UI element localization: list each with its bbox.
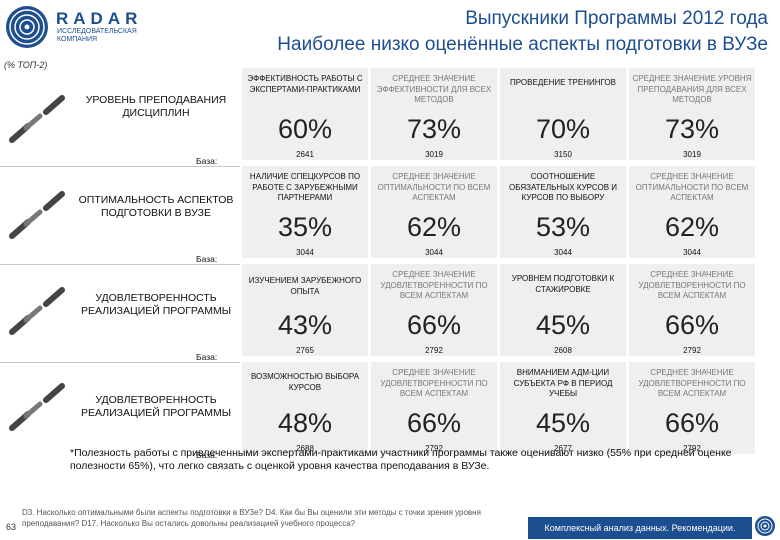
footnote: *Полезность работы с привлеченными экспе… [70,447,732,472]
metric-value: 66% [406,408,462,438]
metric-value: 66% [406,310,462,340]
metric-cell: ПРОВЕДЕНИЕ ТРЕНИНГОВ 70% 3150 [500,68,626,160]
metric-cell: НАЛИЧИЕ СПЕЦКУРСОВ ПО РАБОТЕ С ЗАРУБЕЖНЫ… [242,166,368,258]
page-title: Выпускники Программы 2012 года Наиболее … [277,6,768,58]
metric-cell: СРЕДНЕЕ ЗНАЧЕНИЕ УДОВЛЕТВОРЕННОСТИ ПО ВС… [629,362,755,454]
metric-label: УРОВНЕМ ПОДГОТОВКИ К СТАЖИРОВКЕ [511,274,615,294]
metric-value: 66% [664,310,720,340]
metric-value: 62% [664,212,720,242]
title-line-1: Выпускники Программы 2012 года [465,8,768,29]
metric-value: 70% [535,114,591,144]
logo-subtitle: ИССЛЕДОВАТЕЛЬСКАЯ КОМПАНИЯ [57,28,137,43]
metric-base: 2792 [683,444,701,453]
radar-small-icon [755,516,775,536]
radar-logo-icon [6,6,48,48]
metric-label: ВНИМАНИЕМ АДМ-ЦИИ СУБЪЕКТА РФ В ПЕРИОД У… [513,368,613,398]
metric-label: СРЕДНЕЕ ЗНАЧЕНИЕ УДОВЛЕТВОРЕННОСТИ ПО ВС… [638,368,746,398]
metric-cell: СРЕДНЕЕ ЗНАЧЕНИЕ ЭФФЕКТИВНОСТИ ДЛЯ ВСЕХ … [371,68,497,160]
metric-cell: СРЕДНЕЕ ЗНАЧЕНИЕ УДОВЛЕТВОРЕННОСТИ ПО ВС… [371,362,497,454]
metric-label: СРЕДНЕЕ ЗНАЧЕНИЕ ОПТИМАЛЬНОСТИ ПО ВСЕМ А… [635,172,749,202]
footer: 63 D3. Насколько оптимальными были аспек… [0,497,780,540]
metric-note: (% ТОП-2) [4,60,48,70]
row-divider [0,264,240,265]
metric-label: СООТНОШЕНИЕ ОБЯЗАТЕЛЬНЫХ КУРСОВ И КУРСОВ… [508,172,618,202]
metric-label: НАЛИЧИЕ СПЕЦКУРСОВ ПО РАБОТЕ С ЗАРУБЕЖНЫ… [249,172,361,202]
metric-value: 62% [406,212,462,242]
row-divider [0,166,240,167]
metric-value: 73% [664,114,720,144]
row-label: УДОВЛЕТВОРЕННОСТЬ РЕАЛИЗАЦИЕЙ ПРОГРАММЫ [80,292,232,317]
page-number: 63 [6,522,17,532]
row-label: ОПТИМАЛЬНОСТЬ АСПЕКТОВ ПОДГОТОВКИ В ВУЗЕ [78,194,234,219]
metric-value: 35% [277,212,333,242]
metric-cell: СРЕДНЕЕ ЗНАЧЕНИЕ УДОВЛЕТВОРЕННОСТИ ПО ВС… [629,264,755,356]
metric-value: 53% [535,212,591,242]
metric-label: ИЗУЧЕНИЕМ ЗАРУБЕЖНОГО ОПЫТА [248,276,362,296]
company-logo: RADAR ИССЛЕДОВАТЕЛЬСКАЯ КОМПАНИЯ [4,4,144,54]
metric-base: 3044 [683,248,701,257]
metric-label: СРЕДНЕЕ ЗНАЧЕНИЕ УДОВЛЕТВОРЕННОСТИ ПО ВС… [380,270,488,300]
metric-value: 43% [277,310,333,340]
broken-chain-icon [9,95,65,143]
metric-cell: СРЕДНЕЕ ЗНАЧЕНИЕ ОПТИМАЛЬНОСТИ ПО ВСЕМ А… [629,166,755,258]
row-divider [0,362,240,363]
metric-value: 45% [535,408,591,438]
metric-base: 3019 [425,150,443,159]
metric-cell: ИЗУЧЕНИЕМ ЗАРУБЕЖНОГО ОПЫТА 43% 2765 [242,264,368,356]
title-line-2: Наиболее низко оценённые аспекты подгото… [277,34,768,55]
metric-label: СРЕДНЕЕ ЗНАЧЕНИЕ ОПТИМАЛЬНОСТИ ПО ВСЕМ А… [377,172,491,202]
metric-value: 45% [535,310,591,340]
metric-label: ВОЗМОЖНОСТЬЮ ВЫБОРА КУРСОВ [250,372,360,392]
logo-wordmark: RADAR [56,9,143,28]
metric-label: СРЕДНЕЕ ЗНАЧЕНИЕ УДОВЛЕТВОРЕННОСТИ ПО ВС… [638,270,746,300]
metric-cell: СРЕДНЕЕ ЗНАЧЕНИЕ УДОВЛЕТВОРЕННОСТИ ПО ВС… [371,264,497,356]
broken-chain-icon [9,383,65,431]
metric-base: 2677 [554,444,572,453]
broken-chain-icon [9,287,65,335]
metric-cell: СРЕДНЕЕ ЗНАЧЕНИЕ ОПТИМАЛЬНОСТИ ПО ВСЕМ А… [371,166,497,258]
metric-label: ЭФФЕКТИВНОСТЬ РАБОТЫ С ЭКСПЕРТАМИ-ПРАКТИ… [247,74,363,94]
row-label: УДОВЛЕТВОРЕННОСТЬ РЕАЛИЗАЦИЕЙ ПРОГРАММЫ [80,394,232,419]
metric-cell: УРОВНЕМ ПОДГОТОВКИ К СТАЖИРОВКЕ 45% 2608 [500,264,626,356]
metric-value: 60% [277,114,333,144]
metric-base: 3150 [554,150,572,159]
metric-cell: СООТНОШЕНИЕ ОБЯЗАТЕЛЬНЫХ КУРСОВ И КУРСОВ… [500,166,626,258]
row-label: УРОВЕНЬ ПРЕПОДАВАНИЯ ДИСЦИПЛИН [85,94,227,119]
metric-base: 3019 [683,150,701,159]
metric-base: 2688 [296,444,314,453]
base-label: База: [196,254,218,264]
metric-label: ПРОВЕДЕНИЕ ТРЕНИНГОВ [510,78,616,87]
metric-base: 2792 [425,346,443,355]
base-label: База: [196,352,218,362]
metric-base: 2792 [683,346,701,355]
question-text: D3. Насколько оптимальными были аспекты … [22,508,481,528]
metric-label: СРЕДНЕЕ ЗНАЧЕНИЕ УДОВЛЕТВОРЕННОСТИ ПО ВС… [380,368,488,398]
metric-cell: ЭФФЕКТИВНОСТЬ РАБОТЫ С ЭКСПЕРТАМИ-ПРАКТИ… [242,68,368,160]
metric-cell: ВНИМАНИЕМ АДМ-ЦИИ СУБЪЕКТА РФ В ПЕРИОД У… [500,362,626,454]
broken-chain-icon [9,191,65,239]
metric-base: 3044 [554,248,572,257]
metric-base: 2792 [425,444,443,453]
metric-base: 2641 [296,150,314,159]
metric-label: СРЕДНЕЕ ЗНАЧЕНИЕ УРОВНЯ ПРЕПОДАВАНИЯ ДЛЯ… [632,74,752,104]
base-label: База: [196,156,218,166]
metric-cell: ВОЗМОЖНОСТЬЮ ВЫБОРА КУРСОВ 48% 2688 [242,362,368,454]
metric-value: 48% [277,408,333,438]
metric-cell: СРЕДНЕЕ ЗНАЧЕНИЕ УРОВНЯ ПРЕПОДАВАНИЯ ДЛЯ… [629,68,755,160]
metric-value: 66% [664,408,720,438]
metric-base: 3044 [425,248,443,257]
metric-label: СРЕДНЕЕ ЗНАЧЕНИЕ ЭФФЕКТИВНОСТИ ДЛЯ ВСЕХ … [376,74,492,104]
metric-base: 3044 [296,248,314,257]
metric-base: 2608 [554,346,572,355]
metric-value: 73% [406,114,462,144]
base-label: База: [196,450,218,460]
metric-base: 2765 [296,346,314,355]
section-banner: Комплексный анализ данных. Рекомендации. [528,517,752,539]
